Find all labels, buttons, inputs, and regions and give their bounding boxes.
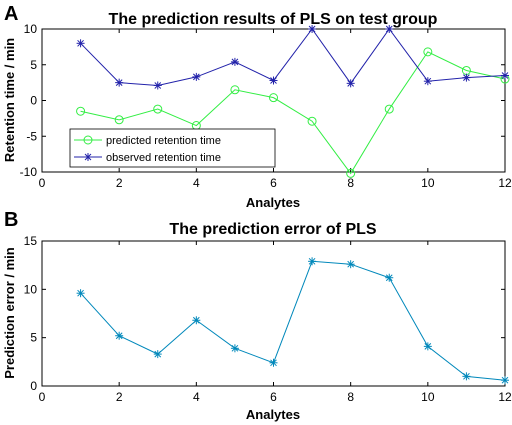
legend-label-predicted: predicted retention time bbox=[106, 135, 221, 147]
chart-a-series-0-point bbox=[76, 106, 86, 116]
chart-a-series-1-point bbox=[462, 73, 471, 82]
chart-a-ytick-label: -10 bbox=[20, 165, 38, 179]
chart-b-series-0-point bbox=[346, 260, 355, 269]
chart-b-xtick-label: 12 bbox=[498, 390, 512, 404]
chart-b-series-0-point bbox=[115, 331, 124, 340]
chart-b-series-0-point bbox=[308, 257, 317, 266]
chart-a-series-1-point bbox=[501, 71, 509, 80]
chart-a-series-0-line bbox=[80, 51, 506, 175]
chart-a-series-0-point bbox=[346, 168, 356, 178]
chart-b-series-0-line bbox=[80, 260, 506, 381]
chart-b-ylabel: Prediction error / min bbox=[2, 247, 17, 379]
chart-b-series-0-point bbox=[230, 344, 239, 353]
chart-b-series-0-point bbox=[269, 358, 278, 367]
legend-box bbox=[69, 128, 276, 168]
chart-a-series-0-point bbox=[269, 93, 278, 103]
chart-a-series-0-point bbox=[423, 47, 433, 57]
chart-b-series-0-point bbox=[462, 372, 471, 381]
chart-b-ytick-label: 10 bbox=[24, 282, 38, 296]
chart-b-ytick-label: 5 bbox=[30, 331, 37, 345]
chart-b-xtick-label: 10 bbox=[421, 390, 435, 404]
legend-marker-predicted bbox=[83, 135, 93, 145]
chart-a-series-1-point bbox=[192, 72, 201, 81]
chart-a-xtick-label: 4 bbox=[193, 176, 200, 190]
chart-b-ytick-label: 0 bbox=[30, 379, 37, 393]
chart-a-xtick-label: 12 bbox=[498, 176, 512, 190]
chart-b-ticks: 0 2 4 6 8 10 12 0 5 10 15 bbox=[24, 234, 512, 404]
chart-a-series-1-point bbox=[76, 39, 85, 48]
chart-b-series-0-point bbox=[385, 273, 394, 282]
chart-a-series-0-point bbox=[307, 116, 317, 126]
panel-letter-b: B bbox=[4, 209, 18, 231]
chart-a-ytick-label: 10 bbox=[24, 22, 38, 36]
chart-a-xtick-label: 2 bbox=[116, 176, 123, 190]
chart-a-series-0-point bbox=[153, 104, 163, 114]
chart-b-xtick-label: 6 bbox=[270, 390, 277, 404]
chart-a-series-1-point bbox=[230, 57, 239, 66]
chart-b: The prediction error of PLS Analytes Pre… bbox=[2, 221, 512, 422]
chart-a-xtick-label: 10 bbox=[421, 176, 435, 190]
chart-a-series-1-point bbox=[423, 77, 432, 86]
chart-a-ytick-label: 0 bbox=[30, 94, 37, 108]
chart-b-xtick-label: 2 bbox=[116, 390, 123, 404]
chart-a-ticks: 0 2 4 6 8 10 12 -10 -5 0 5 10 bbox=[20, 22, 512, 190]
chart-a-xtick-label: 6 bbox=[270, 176, 277, 190]
chart-a-xlabel: Analytes bbox=[246, 195, 300, 210]
chart-b-xtick-label: 0 bbox=[39, 390, 46, 404]
chart-b-ytick-label: 15 bbox=[24, 234, 38, 248]
chart-a-legend: predicted retention time observed retent… bbox=[69, 128, 276, 168]
chart-b-title: The prediction error of PLS bbox=[169, 221, 376, 238]
chart-b-series-0-point bbox=[153, 350, 162, 359]
chart-b-series-0-point bbox=[423, 342, 432, 351]
chart-a-series-1-point bbox=[269, 76, 278, 85]
legend-label-observed: observed retention time bbox=[106, 152, 221, 164]
chart-b-series bbox=[76, 257, 509, 385]
chart-a-series-1-point bbox=[346, 79, 355, 88]
chart-a-series-1-point bbox=[385, 25, 394, 33]
chart-a-xtick-label: 0 bbox=[39, 176, 46, 190]
chart-b-series-0-point bbox=[192, 316, 201, 325]
chart-a-series-0-point bbox=[114, 115, 124, 125]
chart-a-series-1-point bbox=[153, 81, 162, 90]
chart-a-series-0-point bbox=[384, 104, 394, 114]
chart-b-xtick-label: 8 bbox=[347, 390, 354, 404]
chart-a-ytick-label: 5 bbox=[30, 58, 37, 72]
chart-a-series-0-point bbox=[230, 85, 240, 95]
chart-a-ylabel: Retention time / min bbox=[2, 38, 17, 162]
chart-b-series-0-point bbox=[501, 376, 509, 385]
panel-letter-a: A bbox=[4, 3, 18, 25]
chart-b-xtick-label: 4 bbox=[193, 390, 200, 404]
chart-a: The prediction results of PLS on test gr… bbox=[2, 11, 512, 210]
chart-a-title: The prediction results of PLS on test gr… bbox=[109, 11, 438, 28]
chart-b-series-0-point bbox=[76, 289, 85, 298]
chart-a-ytick-label: -5 bbox=[26, 129, 37, 143]
chart-a-series-1-point bbox=[115, 78, 124, 87]
chart-a-series-1-line bbox=[80, 28, 506, 86]
chart-b-xlabel: Analytes bbox=[246, 407, 300, 422]
chart-a-xtick-label: 8 bbox=[347, 176, 354, 190]
chart-a-series-1-point bbox=[308, 25, 317, 33]
legend-marker-observed bbox=[84, 153, 92, 161]
chart-a-series bbox=[76, 25, 510, 178]
